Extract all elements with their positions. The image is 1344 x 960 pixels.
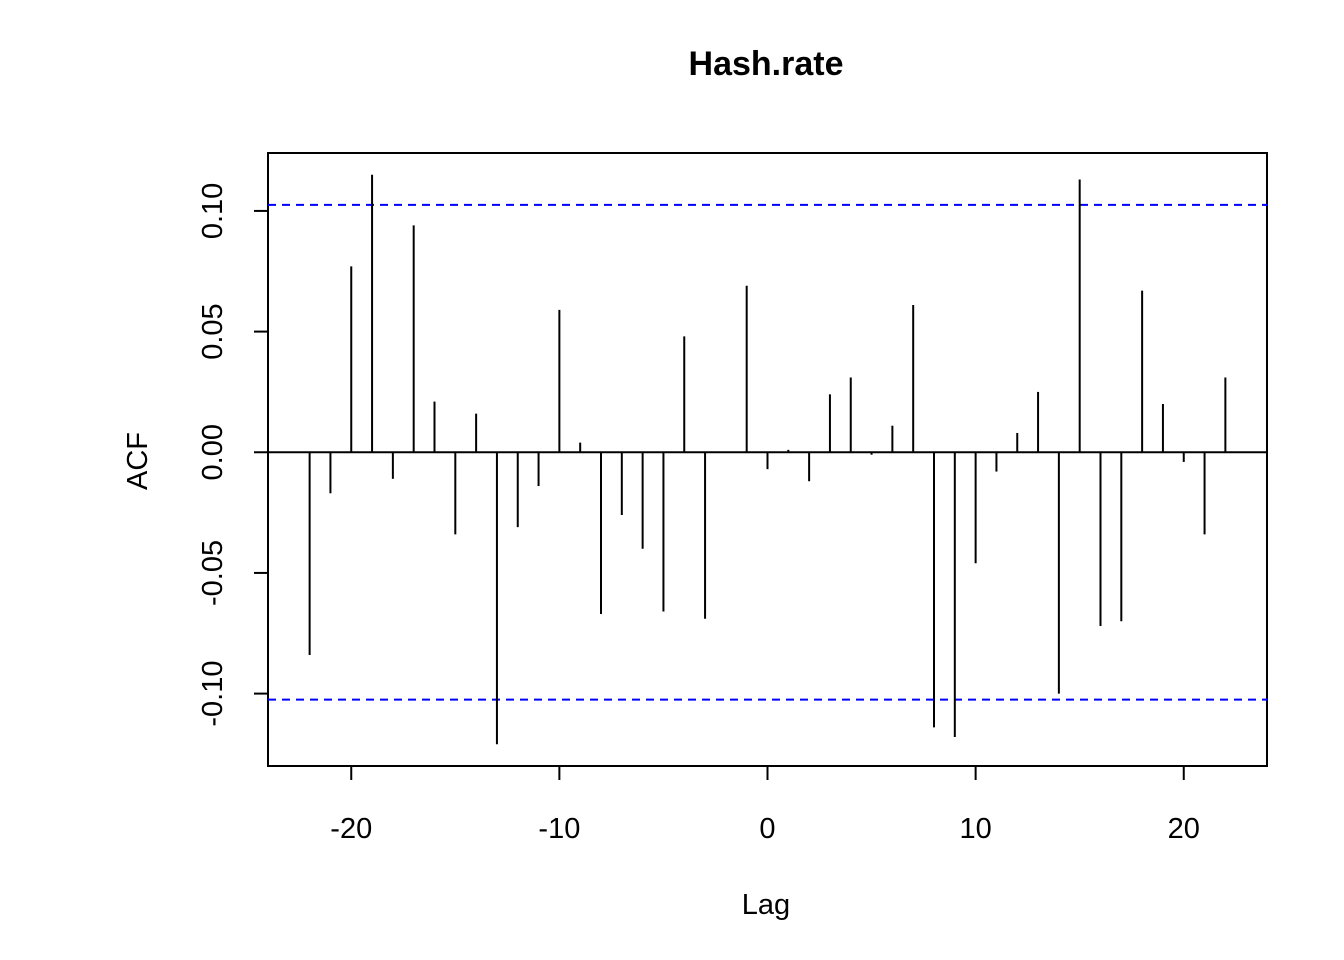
y-tick-label: -0.10	[197, 661, 229, 727]
y-tick-label: 0.10	[197, 183, 229, 239]
y-tick-label: 0.05	[197, 303, 229, 359]
acf-bars	[268, 174, 1267, 745]
x-axis-label: Lag	[742, 889, 790, 921]
x-tick-label: 20	[1168, 813, 1200, 845]
chart-title: Hash.rate	[689, 45, 844, 83]
confidence-bounds	[268, 203, 1267, 701]
x-axis: -20 -10 0 10 20	[330, 765, 1200, 845]
x-tick-label: -20	[330, 813, 372, 845]
y-axis-label: ACF	[122, 432, 154, 490]
y-axis: -0.10 -0.05 0.00 0.05 0.10	[197, 183, 269, 727]
y-tick-label: 0.00	[197, 424, 229, 480]
x-tick-label: 10	[959, 813, 991, 845]
y-tick-label: -0.05	[197, 540, 229, 606]
x-tick-label: -10	[538, 813, 580, 845]
x-tick-label: 0	[759, 813, 775, 845]
